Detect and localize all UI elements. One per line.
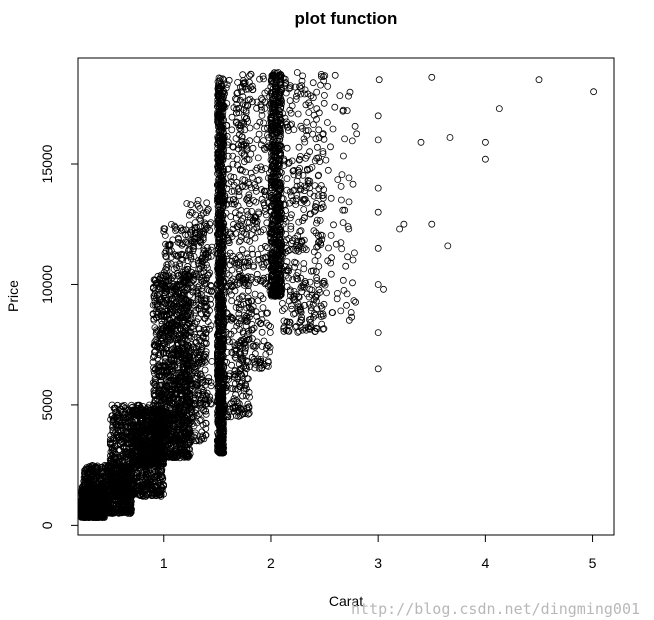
- data-point: [203, 199, 211, 207]
- data-point: [194, 196, 202, 204]
- data-point: [208, 357, 216, 365]
- data-point: [161, 231, 169, 239]
- data-point: [187, 201, 195, 209]
- data-point: [197, 216, 205, 224]
- data-points: [77, 69, 597, 521]
- data-point: [198, 428, 206, 436]
- data-point: [193, 200, 201, 208]
- data-point: [183, 200, 191, 207]
- chart-title: plot function: [295, 9, 398, 28]
